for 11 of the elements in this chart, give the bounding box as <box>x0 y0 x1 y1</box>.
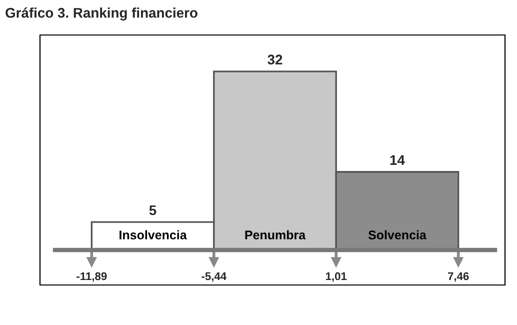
x-tick-label: Solvencia <box>368 230 426 240</box>
text: 1,01 <box>326 272 347 282</box>
text: -11,89 <box>76 272 107 282</box>
data-label: 14 <box>390 155 405 165</box>
chart-title: Gráfico 3. Ranking financiero <box>6 7 198 21</box>
text: -5,44 <box>202 272 226 282</box>
x-tick-label: Insolvencia <box>120 230 187 240</box>
data-label: 32 <box>268 54 282 65</box>
x-tick-label: Penumbra <box>245 230 306 240</box>
data-label: 5 <box>149 205 156 216</box>
text: 7,46 <box>448 272 469 282</box>
